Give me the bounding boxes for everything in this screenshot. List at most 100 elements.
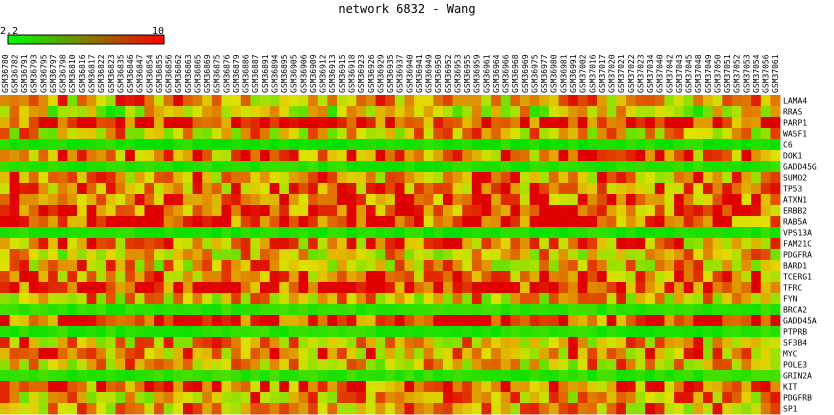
heatmap-cell [365, 150, 376, 162]
heatmap-cell [635, 370, 646, 382]
column-label: GSM36975 [530, 54, 539, 93]
heatmap-cell [182, 183, 193, 195]
heatmap-cell [385, 381, 396, 393]
heatmap-cell [173, 150, 184, 162]
heatmap-cell [683, 249, 694, 261]
heatmap-cell [529, 326, 540, 338]
heatmap-cell [337, 392, 348, 404]
heatmap-cell [471, 161, 482, 173]
heatmap-cell [741, 106, 752, 118]
heatmap-cell [115, 293, 126, 305]
heatmap-cell [702, 381, 714, 393]
heatmap-cell [240, 172, 251, 184]
heatmap-cell [654, 216, 665, 228]
heatmap-cell [211, 183, 222, 195]
heatmap-cell [462, 183, 473, 195]
heatmap-cell [154, 337, 165, 349]
heatmap-cell [635, 348, 646, 360]
heatmap-cell [433, 370, 444, 382]
heatmap-cell [674, 403, 685, 415]
heatmap-cell [48, 381, 59, 393]
heatmap-cell [308, 238, 319, 250]
heatmap-cell [462, 205, 473, 217]
heatmap-cell [394, 249, 405, 261]
heatmap-cell [240, 117, 251, 129]
heatmap-cell [308, 139, 319, 151]
heatmap-cell [260, 172, 271, 184]
heatmap-cell [192, 315, 203, 327]
heatmap-cell [134, 315, 145, 327]
heatmap-cell [741, 150, 752, 162]
heatmap-cell [337, 337, 348, 349]
heatmap-cell [288, 370, 299, 382]
heatmap-cell [606, 370, 617, 382]
heatmap-cell [260, 205, 271, 217]
heatmap-cell [269, 348, 280, 360]
heatmap-cell [115, 282, 126, 294]
heatmap-cell [231, 117, 242, 129]
heatmap-cell [385, 95, 396, 107]
heatmap-cell [751, 117, 762, 129]
heatmap-cell [606, 403, 617, 415]
heatmap-cell [404, 249, 415, 261]
heatmap-cell [288, 326, 299, 338]
heatmap-cell [414, 337, 425, 349]
heatmap-cell [96, 238, 107, 250]
heatmap-cell [48, 337, 59, 349]
heatmap-cell [635, 392, 646, 404]
heatmap-cell [288, 183, 299, 195]
heatmap-cell [260, 326, 271, 338]
heatmap-cell [558, 348, 569, 360]
heatmap-cell [712, 249, 723, 261]
heatmap-cell [558, 128, 569, 140]
heatmap-cell [240, 95, 251, 107]
heatmap-cell [105, 117, 116, 129]
heatmap-cell [606, 128, 617, 140]
heatmap-cell [751, 403, 762, 415]
heatmap-cell [616, 381, 627, 393]
column-label: GSM37051 [723, 54, 732, 93]
heatmap-cell [394, 150, 405, 162]
heatmap-cell [635, 227, 646, 239]
column-label: GSM36959 [473, 54, 482, 93]
heatmap-cell [491, 260, 502, 272]
heatmap-cell [722, 95, 733, 107]
heatmap-cell [260, 150, 271, 162]
heatmap-cell [471, 172, 482, 184]
heatmap-cell [86, 370, 97, 382]
heatmap-cell [260, 392, 271, 404]
heatmap-cell [462, 216, 473, 228]
column-label: GSM37048 [694, 54, 703, 93]
heatmap-cell [404, 128, 415, 140]
heatmap-cell [67, 282, 78, 294]
heatmap-cell [48, 161, 59, 173]
heatmap-cell [134, 183, 145, 195]
heatmap-cell [250, 282, 261, 294]
column-label: GSM37023 [636, 54, 645, 93]
heatmap-cell [211, 326, 222, 338]
heatmap-cell [346, 161, 357, 173]
heatmap-cell [28, 348, 39, 360]
heatmap-cell [770, 293, 781, 305]
heatmap-cell [337, 117, 348, 129]
heatmap-cell [288, 227, 299, 239]
heatmap-cell [298, 183, 309, 195]
heatmap-cell [221, 95, 232, 107]
heatmap-cell [86, 128, 97, 140]
heatmap-cell [491, 293, 502, 305]
heatmap-cell [539, 161, 550, 173]
heatmap-cell [606, 293, 617, 305]
heatmap-cell [154, 381, 165, 393]
heatmap-cell [568, 161, 579, 173]
column-label: GSM36969 [521, 54, 530, 93]
heatmap-cell [173, 403, 184, 415]
heatmap-cell [28, 106, 39, 118]
heatmap-cell [683, 172, 694, 184]
heatmap-cell [221, 293, 232, 305]
heatmap-cell [577, 315, 588, 327]
heatmap-cell [288, 260, 299, 272]
heatmap-cell [279, 194, 290, 206]
heatmap-cell [125, 183, 136, 195]
row-label: VPS13A [783, 229, 812, 238]
